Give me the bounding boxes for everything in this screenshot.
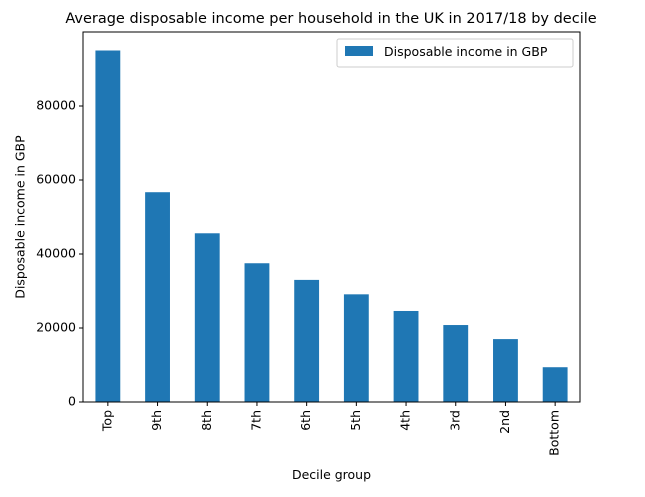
x-tick-label: Bottom [547, 410, 562, 456]
y-tick-label: 0 [68, 394, 76, 409]
x-axis-label: Decile group [292, 467, 371, 482]
bar-bottom [542, 367, 568, 402]
y-tick-label: 60000 [36, 172, 76, 187]
bars-group [95, 50, 568, 402]
x-tick-label: 9th [149, 410, 164, 431]
x-tick-label: 5th [348, 410, 363, 431]
x-tick-label: 4th [398, 410, 413, 431]
x-tick-label: 3rd [447, 410, 462, 431]
y-tick-label: 40000 [36, 246, 76, 261]
x-tick-label: 2nd [497, 410, 512, 434]
bar-top [95, 50, 121, 402]
bar-7th [244, 263, 270, 402]
bar-8th [194, 233, 220, 402]
legend-swatch [345, 46, 373, 56]
legend-label: Disposable income in GBP [384, 44, 548, 59]
y-tick-label: 20000 [36, 320, 76, 335]
chart-title: Average disposable income per household … [65, 11, 596, 27]
bar-6th [294, 279, 320, 402]
legend: Disposable income in GBP [336, 38, 574, 68]
legend-box [336, 38, 574, 68]
bar-9th [145, 192, 170, 402]
plot-frame [82, 31, 581, 403]
x-tick-label: Top [99, 410, 114, 432]
x-tick-label: 8th [199, 410, 214, 431]
bar-5th [343, 294, 369, 402]
bar-2nd [493, 339, 518, 402]
y-axis: 0 20000 40000 60000 80000 [36, 98, 83, 409]
x-axis: Top 9th 8th 7th 6th 5th 4th 3rd 2nd Bottom [99, 402, 562, 456]
y-axis-label: Disposable income in GBP [13, 135, 28, 299]
y-tick-label: 80000 [36, 98, 76, 113]
x-tick-label: 6th [298, 410, 313, 431]
x-tick-label: 7th [248, 410, 263, 431]
bar-3rd [443, 325, 469, 402]
bar-4th [393, 310, 419, 402]
